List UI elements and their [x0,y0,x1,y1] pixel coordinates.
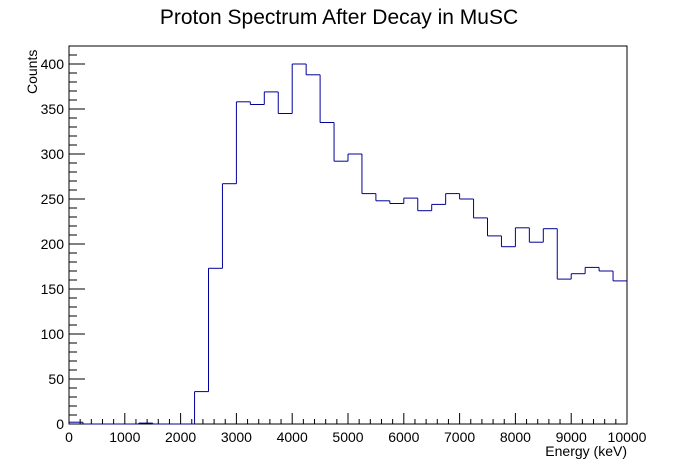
y-tick-label: 0 [56,416,64,432]
histogram-bars [68,63,627,425]
y-tick-label: 200 [41,236,65,252]
x-tick-label: 6000 [388,429,419,445]
y-axis-label: Counts [24,50,40,94]
x-tick-label: 1000 [109,429,140,445]
x-tick-label: 2000 [165,429,196,445]
y-tick-label: 150 [41,281,65,297]
x-tick-label: 5000 [332,429,363,445]
x-tick-label: 8000 [500,429,531,445]
y-tick-label: 50 [48,371,64,387]
x-tick-label: 10000 [608,429,647,445]
y-tick-label: 100 [41,326,65,342]
y-tick-label: 350 [41,101,65,117]
y-tick-label: 400 [41,56,65,72]
x-tick-label: 4000 [277,429,308,445]
y-tick-label: 250 [41,191,65,207]
y-tick-label: 300 [41,146,65,162]
x-axis-label: Energy (keV) [545,443,627,459]
axes: 0 1000 2000 3000 4000 5000 6000 7000 8000 9000 100… [41,45,647,445]
x-tick-label: 3000 [221,429,252,445]
chart-title: Proton Spectrum After Decay in MuSC [160,6,518,29]
x-tick-label: 9000 [556,429,587,445]
x-tick-label: 0 [65,429,73,445]
x-tick-label: 7000 [444,429,475,445]
